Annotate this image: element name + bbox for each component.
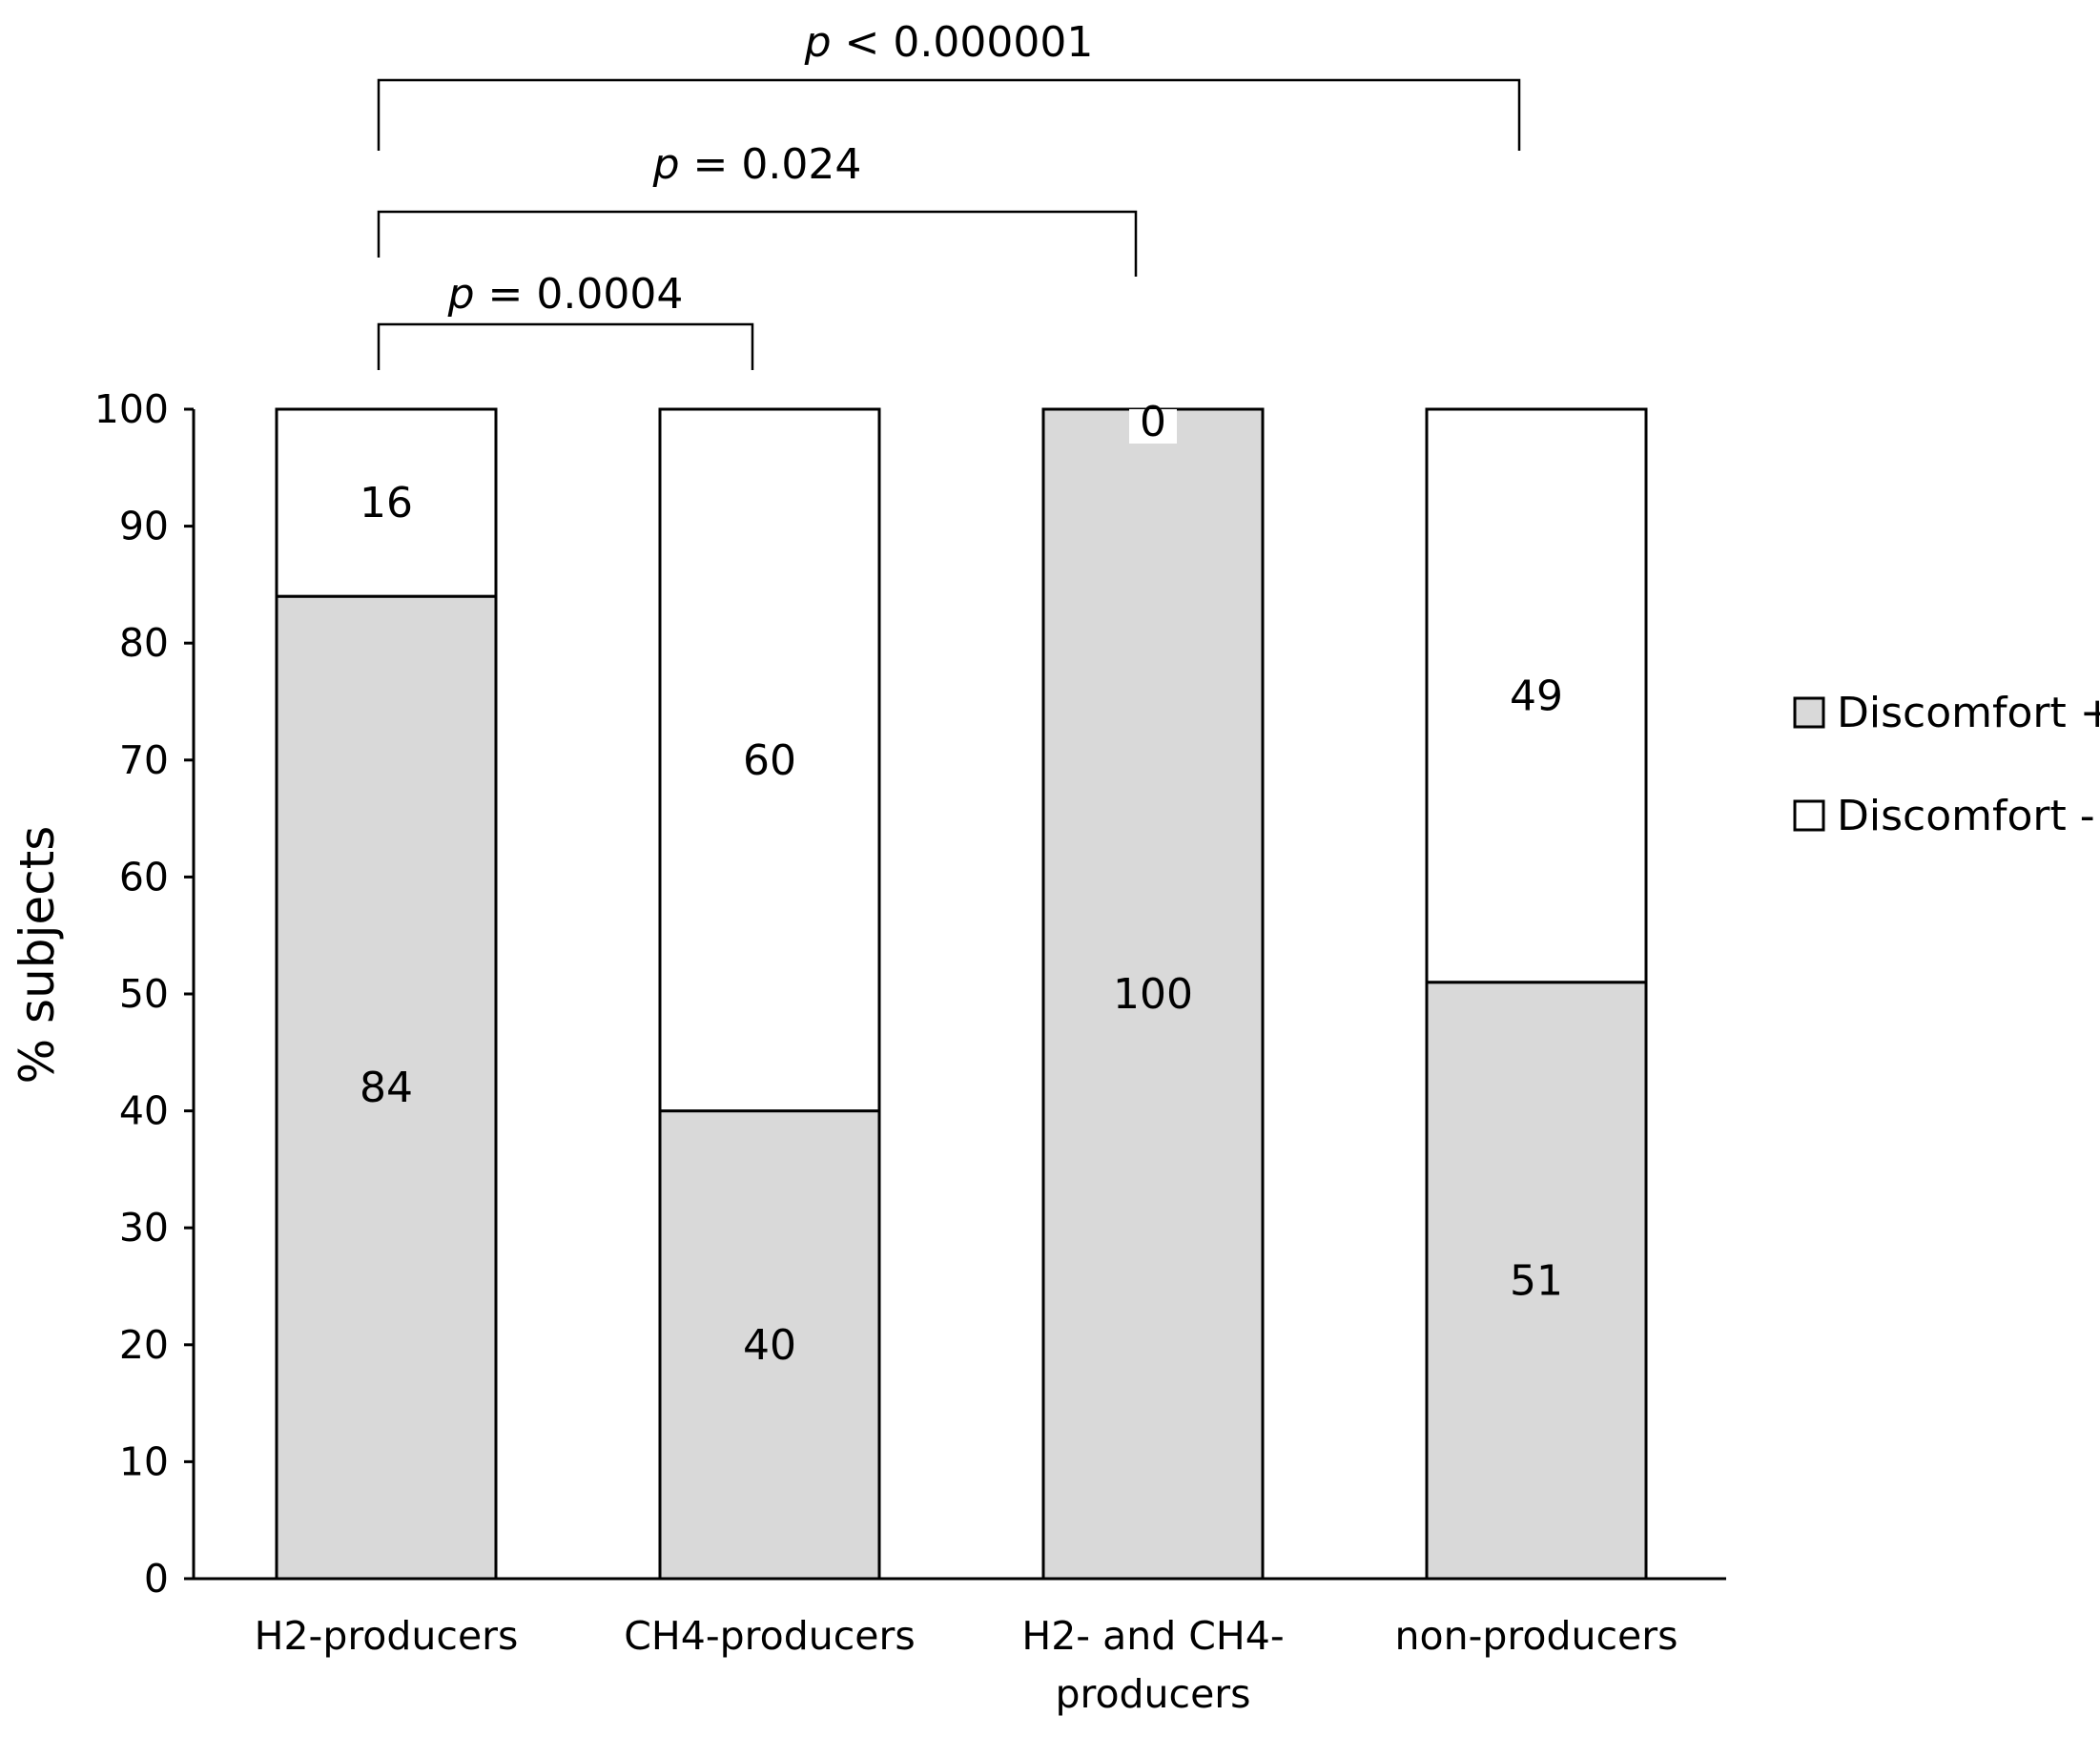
y-tick-label: 90 bbox=[119, 504, 169, 549]
significance-label: p < 0.000001 bbox=[804, 18, 1094, 67]
data-label-discomfort-minus: 16 bbox=[360, 479, 413, 527]
data-label-discomfort-minus: 60 bbox=[743, 736, 796, 785]
data-label-discomfort-minus: 49 bbox=[1510, 672, 1563, 720]
significance-bracket bbox=[377, 322, 754, 370]
significance-bracket bbox=[377, 210, 1138, 277]
y-tick-label: 40 bbox=[119, 1088, 169, 1134]
y-tick-label: 50 bbox=[119, 971, 169, 1017]
legend-swatch bbox=[1793, 799, 1825, 832]
significance-label: p = 0.0004 bbox=[447, 270, 684, 319]
axes: H2-producers CH4-producers H2- and CH4- pro… bbox=[10, 386, 1726, 1717]
significance-brackets: p = 0.0004 p = 0.024 p < 0.000001 bbox=[377, 18, 1521, 370]
significance-label: p = 0.024 bbox=[652, 140, 862, 189]
y-tick-label: 20 bbox=[119, 1322, 169, 1368]
y-tick-label: 100 bbox=[94, 386, 169, 432]
y-tick-label: 10 bbox=[119, 1438, 169, 1484]
y-tick-label: 70 bbox=[119, 737, 169, 783]
bar-segment-discomfort-minus bbox=[275, 407, 498, 598]
bar-segment-discomfort-plus bbox=[1041, 407, 1265, 1581]
y-axis-title: % subjects bbox=[10, 826, 65, 1085]
data-label-background bbox=[1129, 409, 1177, 444]
x-tick-label: non-producers bbox=[1395, 1613, 1678, 1659]
data-label-discomfort-plus: 84 bbox=[360, 1064, 413, 1112]
data-label-discomfort-plus: 40 bbox=[743, 1321, 796, 1370]
bar-segment-discomfort-minus bbox=[1425, 407, 1648, 984]
legend-label: Discomfort - bbox=[1837, 792, 2095, 840]
x-tick-label: H2- and CH4- bbox=[1021, 1613, 1284, 1659]
bar-segment-discomfort-minus bbox=[658, 407, 881, 1113]
bars bbox=[275, 407, 1648, 1581]
y-tick-label: 0 bbox=[144, 1556, 169, 1602]
y-tick-label: 80 bbox=[119, 620, 169, 666]
legend-label: Discomfort + bbox=[1837, 689, 2100, 737]
data-label-discomfort-plus: 100 bbox=[1113, 970, 1193, 1019]
x-tick-label: H2-producers bbox=[255, 1613, 519, 1659]
data-label-discomfort-minus: 0 bbox=[1140, 398, 1166, 446]
bar-segment-discomfort-plus bbox=[1425, 981, 1648, 1581]
x-tick-label: producers bbox=[1055, 1671, 1250, 1717]
legend-swatch bbox=[1793, 696, 1825, 729]
significance-bracket bbox=[377, 78, 1521, 151]
y-tick-label: 30 bbox=[119, 1205, 169, 1251]
y-tick-label: 60 bbox=[119, 854, 169, 900]
data-label-discomfort-plus: 51 bbox=[1510, 1256, 1563, 1305]
data-labels: 84 16 40 60 100 0 51 49 bbox=[360, 398, 1563, 1370]
bar-segment-discomfort-plus bbox=[275, 594, 498, 1581]
legend: Discomfort + Discomfort - bbox=[1793, 689, 2100, 840]
x-tick-label: CH4-producers bbox=[624, 1613, 915, 1659]
